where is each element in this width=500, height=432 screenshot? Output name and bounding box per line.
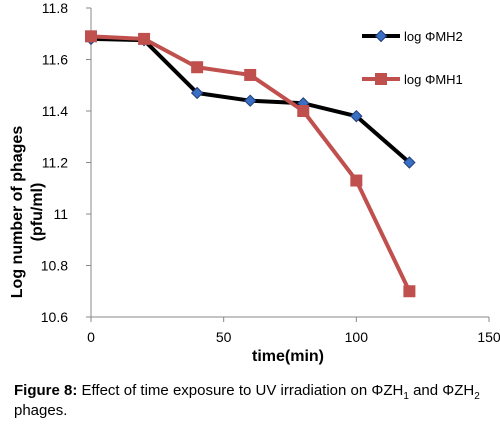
data-point-mh1	[85, 30, 97, 43]
data-point-mh1	[403, 285, 416, 298]
x-tick-label: 50	[216, 329, 232, 345]
y-axis-title-line1: Log number of phages	[9, 126, 26, 299]
chart-series	[84, 30, 416, 298]
figure-caption-text-2: and ΦZH	[408, 382, 475, 399]
x-tick-label: 0	[87, 329, 95, 345]
x-tick-label: 150	[477, 329, 500, 345]
y-tick-label: 11	[53, 206, 68, 222]
y-tick-label: 11.2	[42, 155, 68, 171]
legend-label-mh1: log ΦMH1	[404, 72, 463, 87]
y-axis-title-line2: (pfu/ml)	[29, 183, 46, 242]
chart-axes	[90, 8, 489, 318]
figure-caption: Figure 8: Effect of time exposure to UV …	[14, 381, 494, 421]
data-point-mh1	[138, 32, 151, 45]
y-tick-label: 11.8	[42, 0, 68, 16]
legend-label-mh2: log ΦMH2	[404, 29, 463, 44]
figure-caption-subscript-1: 1	[403, 391, 409, 402]
figure-caption-text-1: Effect of time exposure to UV irradiatio…	[77, 382, 404, 399]
data-point-mh1	[350, 174, 363, 187]
legend-marker-mh2	[374, 29, 388, 43]
data-point-mh1	[191, 61, 204, 74]
chart-ticks: 10.6 10.8 11 11.2 11.4 11.6 11.8 0 50 100 150	[41, 0, 500, 345]
legend-marker-mh1	[375, 73, 387, 85]
data-point-mh2	[190, 86, 204, 100]
x-axis-title: time(min)	[252, 348, 324, 365]
y-tick-label: 10.8	[41, 258, 68, 274]
data-point-mh1	[297, 105, 310, 117]
y-tick-label: 11.4	[42, 103, 68, 119]
data-point-mh2	[403, 156, 416, 169]
data-point-mh2	[350, 109, 363, 123]
data-point-mh2	[243, 94, 257, 107]
data-point-mh1	[244, 68, 257, 81]
line-chart: 10.6 10.8 11 11.2 11.4 11.6 11.8 0 50 100 150 log …	[9, 0, 500, 365]
figure-caption-subscript-2: 2	[474, 391, 480, 402]
y-tick-label: 10.6	[41, 309, 68, 325]
x-tick-label: 100	[345, 329, 369, 345]
y-tick-label: 11.6	[42, 52, 68, 68]
figure-caption-label: Figure 8:	[14, 382, 78, 399]
chart-legend: log ΦMH2 log ΦMH1	[362, 29, 463, 87]
figure-caption-text-3: phages.	[14, 402, 68, 419]
